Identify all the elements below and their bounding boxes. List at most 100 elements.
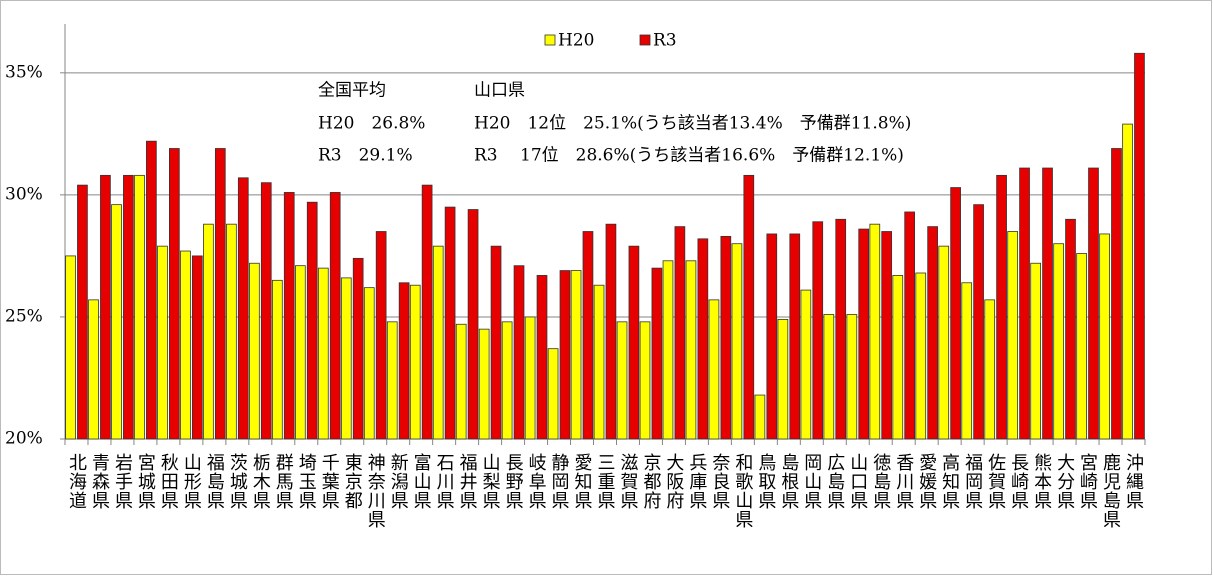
- bar: [432, 245, 444, 440]
- x-tick-label: 佐賀県: [985, 453, 1006, 510]
- bar: [996, 174, 1007, 440]
- bar: [294, 265, 306, 440]
- bar: [605, 223, 617, 440]
- x-tick-label: 山梨県: [480, 453, 501, 510]
- bar: [340, 277, 352, 440]
- bar: [777, 318, 789, 440]
- bar: [1134, 52, 1145, 440]
- x-tick-label: 大阪府: [663, 453, 684, 510]
- x-tick-label: 千葉県: [319, 453, 340, 510]
- x-tick-label: 熊本県: [1031, 453, 1052, 510]
- bar: [858, 228, 870, 440]
- y-tick-label: 20%: [5, 429, 43, 449]
- x-tick-label: 岐阜県: [526, 453, 547, 510]
- bar: [892, 275, 904, 440]
- x-tick-label: 神奈川県: [365, 453, 386, 529]
- bar: [386, 321, 398, 440]
- y-tick-label: 30%: [5, 184, 43, 204]
- bar: [1076, 253, 1087, 440]
- legend-swatch: [639, 34, 651, 46]
- annotation: H20 12位 25.1%(うち該当者13.4% 予備群11.8%): [474, 114, 911, 134]
- x-tick-label: 和歌山県: [732, 453, 753, 529]
- x-tick-label: 福岡県: [962, 453, 983, 510]
- x-tick-label: 新潟県: [388, 453, 409, 510]
- bar: [169, 148, 180, 440]
- bar: [513, 265, 525, 440]
- bar: [249, 262, 260, 440]
- x-tick-label: 富山県: [411, 453, 432, 510]
- bar: [146, 140, 157, 440]
- bar: [582, 231, 594, 440]
- bar: [674, 226, 686, 440]
- x-tick-label: 愛媛県: [916, 453, 937, 510]
- bar: [559, 270, 571, 440]
- x-tick-label: 北海道: [66, 453, 87, 510]
- bar: [501, 321, 513, 440]
- x-tick-label: 茨城県: [227, 453, 248, 510]
- bar: [904, 211, 916, 440]
- annotation: R3 17位 28.6%(うち該当者16.6% 予備群12.1%): [474, 146, 904, 166]
- bar: [134, 174, 145, 440]
- bar: [272, 279, 283, 440]
- x-tick-label: 長野県: [503, 453, 524, 510]
- x-tick-label: 山口県: [847, 453, 868, 510]
- bar: [455, 323, 467, 440]
- bar: [938, 245, 950, 440]
- bar: [708, 299, 720, 440]
- bar: [444, 206, 456, 440]
- x-tick-label: 岡山県: [801, 453, 822, 510]
- bar: [570, 270, 582, 440]
- x-tick-label: 滋賀県: [617, 453, 638, 510]
- bar: [490, 245, 502, 440]
- bar: [1007, 231, 1019, 440]
- x-tick-label: 栃木県: [250, 453, 271, 510]
- x-tick-label: 東京都: [342, 453, 363, 510]
- bar: [375, 231, 387, 440]
- bar: [123, 174, 134, 440]
- x-tick-label: 岩手県: [112, 453, 133, 510]
- x-tick-label: 青森県: [89, 453, 110, 510]
- legend-label: H20: [558, 31, 594, 51]
- bar: [65, 255, 76, 440]
- bar: [800, 289, 812, 440]
- bar: [1030, 262, 1041, 440]
- x-tick-label: 三重県: [595, 453, 616, 510]
- bar: [835, 218, 847, 440]
- x-tick-label: 京都府: [640, 453, 661, 510]
- bar: [1053, 243, 1064, 440]
- bar: [398, 282, 410, 440]
- x-tick-label: 大分県: [1054, 453, 1075, 510]
- bar: [111, 204, 122, 440]
- bar: [616, 321, 628, 440]
- x-tick-label: 愛知県: [572, 453, 593, 510]
- legend-swatch: [544, 34, 556, 46]
- x-tick-label: 福島県: [204, 453, 225, 510]
- y-tick-label: 25%: [5, 306, 43, 326]
- bar: [467, 209, 479, 440]
- x-tick-label: 鹿児島県: [1100, 453, 1121, 529]
- bar: [1122, 123, 1133, 440]
- x-tick-label: 埼玉県: [296, 453, 317, 510]
- bar: [720, 235, 732, 440]
- x-tick-label: 石川県: [434, 453, 455, 510]
- annotation: R3 29.1%: [318, 146, 413, 166]
- x-tick-label: 兵庫県: [686, 453, 707, 510]
- bar: [306, 201, 318, 440]
- bar: [547, 348, 559, 440]
- bar: [180, 250, 191, 440]
- bar: [203, 223, 214, 440]
- bar: [754, 394, 766, 440]
- x-tick-label: 秋田県: [158, 453, 179, 510]
- annotation: 全国平均: [318, 81, 386, 101]
- bar: [191, 255, 203, 440]
- bar: [1111, 148, 1122, 440]
- bar: [100, 174, 111, 440]
- bar: [1019, 167, 1030, 440]
- bar: [214, 148, 226, 440]
- bar: [639, 321, 651, 440]
- bar: [766, 233, 778, 440]
- x-tick-label: 鳥取県: [755, 453, 776, 510]
- bar: [352, 257, 364, 440]
- bar: [823, 314, 835, 440]
- x-tick-label: 高知県: [939, 453, 960, 510]
